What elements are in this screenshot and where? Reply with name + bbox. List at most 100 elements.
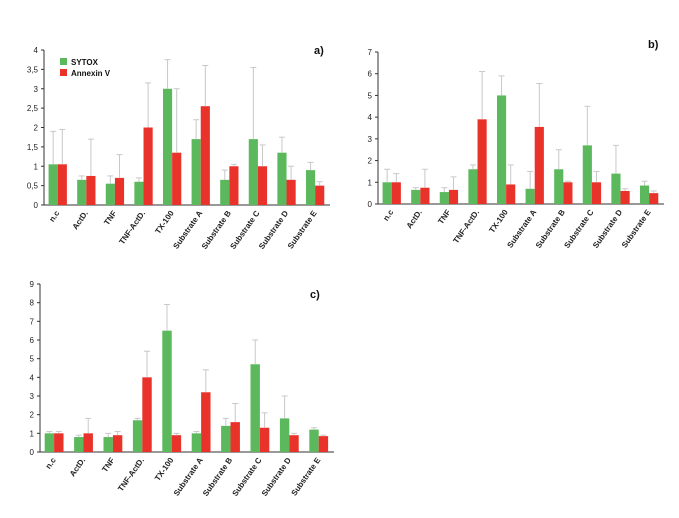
sytox-bar (221, 425, 231, 452)
x-tick-label: TNF-ActD. (116, 456, 146, 493)
sytox-bar (554, 169, 564, 204)
x-tick-label: TNF (436, 208, 452, 226)
y-tick-label: 1,5 (27, 143, 39, 152)
sytox-bar (191, 139, 201, 205)
chart-panel-c: c) 0 1 2 3 4 5 6 7 8 9 n.c ActD. TNF TNF-ActD. TX-100 Su… (18, 272, 348, 512)
annexin-bar (315, 185, 325, 205)
y-tick-label: 9 (30, 280, 35, 289)
sytox-bar (468, 169, 478, 204)
annexin-bar (318, 436, 329, 452)
sytox-bar (248, 139, 258, 205)
x-tick-label: Substrate E (620, 207, 653, 249)
sytox-bar (220, 179, 230, 205)
sytox-bar (611, 173, 621, 204)
y-tick-label: 3 (368, 135, 373, 144)
x-tick-label: n.c (44, 456, 58, 471)
sytox-bar (191, 433, 202, 452)
panel-label: b) (648, 39, 659, 51)
x-tick-label: TNF-ActD. (451, 208, 481, 245)
y-tick-label: 5 (368, 91, 373, 100)
sytox-bar (162, 88, 173, 205)
sytox-bar (250, 364, 260, 452)
sytox-bar (305, 170, 316, 205)
annexin-bar (620, 190, 630, 204)
sytox-bar (74, 437, 84, 452)
x-tick-label: n.c (47, 209, 61, 224)
y-tick-label: 0 (368, 200, 373, 209)
x-tick-label: Substrate E (286, 208, 319, 250)
sytox-bar (411, 189, 421, 204)
y-tick-label: 3,5 (27, 65, 39, 74)
annexin-bar (171, 435, 182, 452)
annexin-bar (649, 193, 659, 204)
y-tick-label: 1 (368, 178, 373, 187)
legend-label-annexin: Annexin V (71, 69, 111, 78)
y-tick-label: 6 (368, 70, 373, 79)
chart-panel-b: b) 0 1 2 3 4 5 6 7 n.c ActD. TNF TNF-ActD. TX-100 Subs… (350, 32, 670, 262)
sytox-bar (277, 152, 287, 205)
chart-panel-a: a) 0 0,5 1 1,5 2 2,5 3 3,5 4 n.c ActD. TNF TNF-ActD. T… (18, 28, 340, 261)
y-tick-label: 4 (34, 46, 39, 55)
legend-swatch-sytox (60, 58, 67, 65)
y-tick-label: 7 (368, 48, 373, 57)
legend-swatch-annexin (60, 69, 67, 76)
y-tick-label: 1 (30, 429, 35, 438)
annexin-bar (289, 435, 299, 452)
y-tick-label: 7 (30, 317, 35, 326)
x-tick-label: n.c (381, 208, 395, 223)
y-tick-label: 2 (34, 124, 39, 133)
y-tick-label: 2 (368, 157, 373, 166)
annexin-bar (54, 433, 64, 452)
x-tick-label: ActD. (405, 208, 424, 230)
sytox-bar (162, 330, 172, 452)
annexin-bar (563, 182, 573, 204)
y-tick-label: 3 (30, 392, 35, 401)
sytox-bar (103, 437, 113, 452)
annexin-bar (534, 126, 544, 204)
sytox-bar (77, 179, 87, 205)
x-tick-label: ActD. (71, 209, 90, 231)
annexin-bar (391, 182, 401, 204)
sytox-bar (44, 433, 55, 452)
sytox-bar (105, 183, 115, 205)
annexin-bar (83, 433, 93, 452)
sytox-bar (639, 185, 650, 204)
y-tick-label: 8 (30, 299, 35, 308)
annexin-bar (114, 177, 125, 205)
annexin-bar (591, 182, 602, 204)
x-tick-label: Substrate D (260, 456, 293, 498)
sytox-bar (496, 95, 507, 204)
x-tick-label: ActD. (68, 456, 87, 478)
x-tick-label: TX-100 (153, 456, 176, 483)
annexin-bar (506, 184, 516, 204)
y-tick-label: 0 (30, 448, 35, 457)
sytox-bar (279, 418, 290, 452)
annexin-bar (259, 427, 270, 452)
y-tick-label: 4 (368, 113, 373, 122)
y-tick-label: 3 (34, 85, 39, 94)
x-tick-label: Substrate A (505, 208, 538, 250)
annexin-bar (448, 189, 459, 204)
y-tick-label: 6 (30, 336, 35, 345)
panel-label: c) (310, 289, 320, 301)
y-tick-label: 5 (30, 355, 35, 364)
legend-label-sytox: SYTOX (71, 58, 99, 67)
annexin-bar (286, 179, 296, 205)
x-tick-label: TNF-ActD. (117, 209, 147, 246)
y-tick-label: 1 (34, 162, 39, 171)
x-tick-label: Substrate E (290, 455, 323, 497)
y-tick-label: 2,5 (27, 104, 39, 113)
annexin-bar (172, 152, 182, 205)
y-tick-label: 0,5 (27, 182, 39, 191)
y-tick-label: 0 (34, 201, 39, 210)
annexin-bar (112, 435, 123, 452)
x-tick-label: TX-100 (487, 208, 510, 235)
sytox-bar (132, 420, 143, 452)
sytox-bar (525, 188, 535, 204)
x-tick-label: TNF (102, 209, 118, 227)
panel-label: a) (314, 45, 324, 57)
annexin-bar (230, 422, 240, 452)
